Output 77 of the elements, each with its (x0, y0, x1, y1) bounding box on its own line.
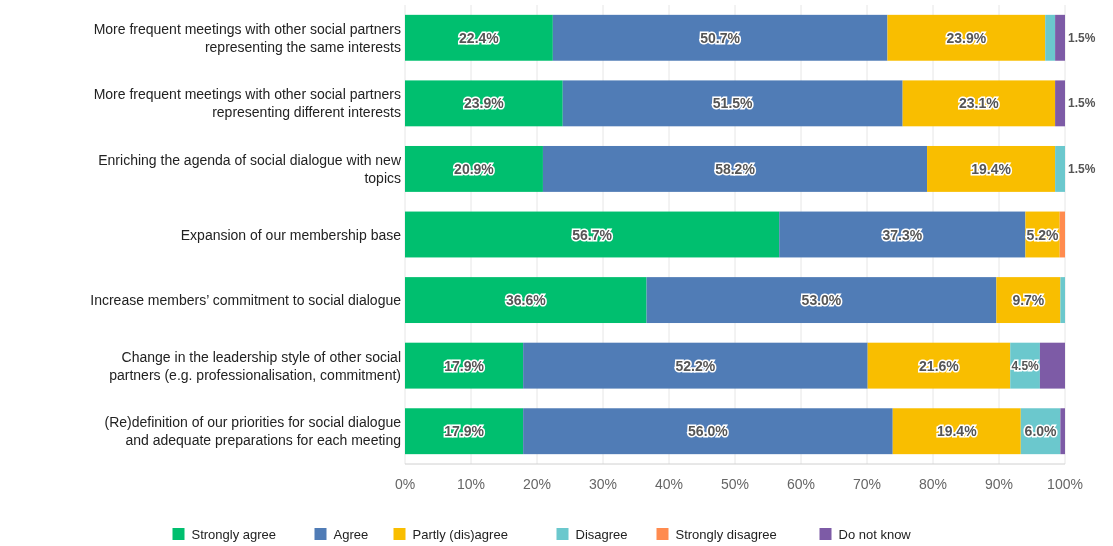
bar (927, 145, 1056, 192)
data-label: 1.5% (1068, 96, 1096, 111)
data-label: 1.5% (1068, 161, 1096, 176)
bar (405, 342, 524, 389)
bar (405, 277, 647, 324)
bar (887, 14, 1046, 61)
bar (562, 80, 903, 127)
data-label: 23.9% (464, 95, 505, 112)
x-tick-label: 0% (394, 476, 416, 492)
bar (405, 14, 553, 61)
data-label: 56.7% (572, 226, 613, 243)
bar (1059, 211, 1065, 258)
data-label: 37.3% (882, 226, 923, 243)
data-label: 53.0% (801, 292, 842, 309)
bar (523, 408, 893, 455)
data-label: 58.2% (715, 160, 756, 177)
data-label: 36.6% (505, 292, 547, 309)
bar (892, 408, 1021, 455)
bar (405, 408, 524, 455)
data-label: 17.9% (444, 357, 485, 374)
bar (542, 145, 928, 192)
data-label: 5.2% (1026, 226, 1060, 243)
data-label: 22.4% (459, 29, 500, 46)
data-label: 6.0% (1024, 423, 1058, 440)
y-tick-label: More frequent meetings with other social partners representing the same interests (93, 20, 401, 55)
bar (1060, 408, 1065, 455)
legend-label: Strongly agree (191, 526, 277, 542)
data-label: 20.9% (454, 160, 495, 177)
bar (405, 211, 780, 258)
data-label: 23.1% (959, 95, 1000, 112)
x-tick-label: 80% (918, 476, 948, 492)
legend-label: Agree (333, 526, 369, 542)
bar (867, 342, 1011, 389)
data-label: 50.7% (700, 29, 741, 46)
x-tick-label: 60% (786, 476, 816, 492)
bar (1045, 14, 1056, 61)
x-tick-label: 40% (654, 476, 684, 492)
bar (1060, 277, 1065, 324)
bar (646, 277, 997, 324)
bar (405, 145, 543, 192)
x-tick-label: 50% (720, 476, 750, 492)
data-label: 19.4% (936, 423, 978, 440)
bar (1055, 14, 1065, 61)
x-tick-label: 30% (588, 476, 618, 492)
data-label: 23.9% (946, 29, 987, 46)
data-label: 1.5% (1068, 30, 1096, 45)
data-label: 21.6% (919, 357, 960, 374)
x-tick-label: 100% (1047, 476, 1083, 492)
y-tick-label: More frequent meetings with other social partners representing different interests (93, 86, 401, 121)
legend-label: Do not know (838, 526, 912, 542)
bar (902, 80, 1056, 127)
data-label: 17.9% (444, 423, 485, 440)
legend-label: Disagree (575, 526, 628, 542)
y-tick-label: Increase members’ commitment to social dialogue (90, 292, 402, 309)
legend-label: Partly (dis)agree (412, 526, 508, 542)
y-tick-label: Enriching the agenda of social dialogue with new topics (98, 151, 402, 186)
bar (523, 342, 868, 389)
bar (779, 211, 1026, 258)
y-tick-label: Expansion of our membership base (180, 226, 402, 243)
legend-label: Strongly disagree (675, 526, 777, 542)
bar (1039, 342, 1065, 389)
data-label: 51.5% (712, 95, 754, 112)
x-tick-label: 10% (456, 476, 486, 492)
data-label: 56.0% (688, 423, 729, 440)
data-label: 19.4% (971, 160, 1012, 177)
y-tick-label: (Re)definition of our priorities for social dialogue and adequate preparations for each meeting (104, 414, 402, 449)
x-tick-label: 70% (852, 476, 882, 492)
bar (1055, 80, 1065, 127)
bar (1055, 145, 1065, 192)
bar (552, 14, 888, 61)
x-tick-label: 90% (984, 476, 1014, 492)
x-tick-label: 20% (522, 476, 552, 492)
data-label: 4.5% (1011, 358, 1040, 373)
y-tick-label: Change in the leadership style of other social partners (e.g. professionalisation, commitment) (109, 348, 401, 383)
bar (405, 80, 563, 127)
data-label: 52.2% (675, 357, 716, 374)
data-label: 9.7% (1012, 292, 1045, 309)
